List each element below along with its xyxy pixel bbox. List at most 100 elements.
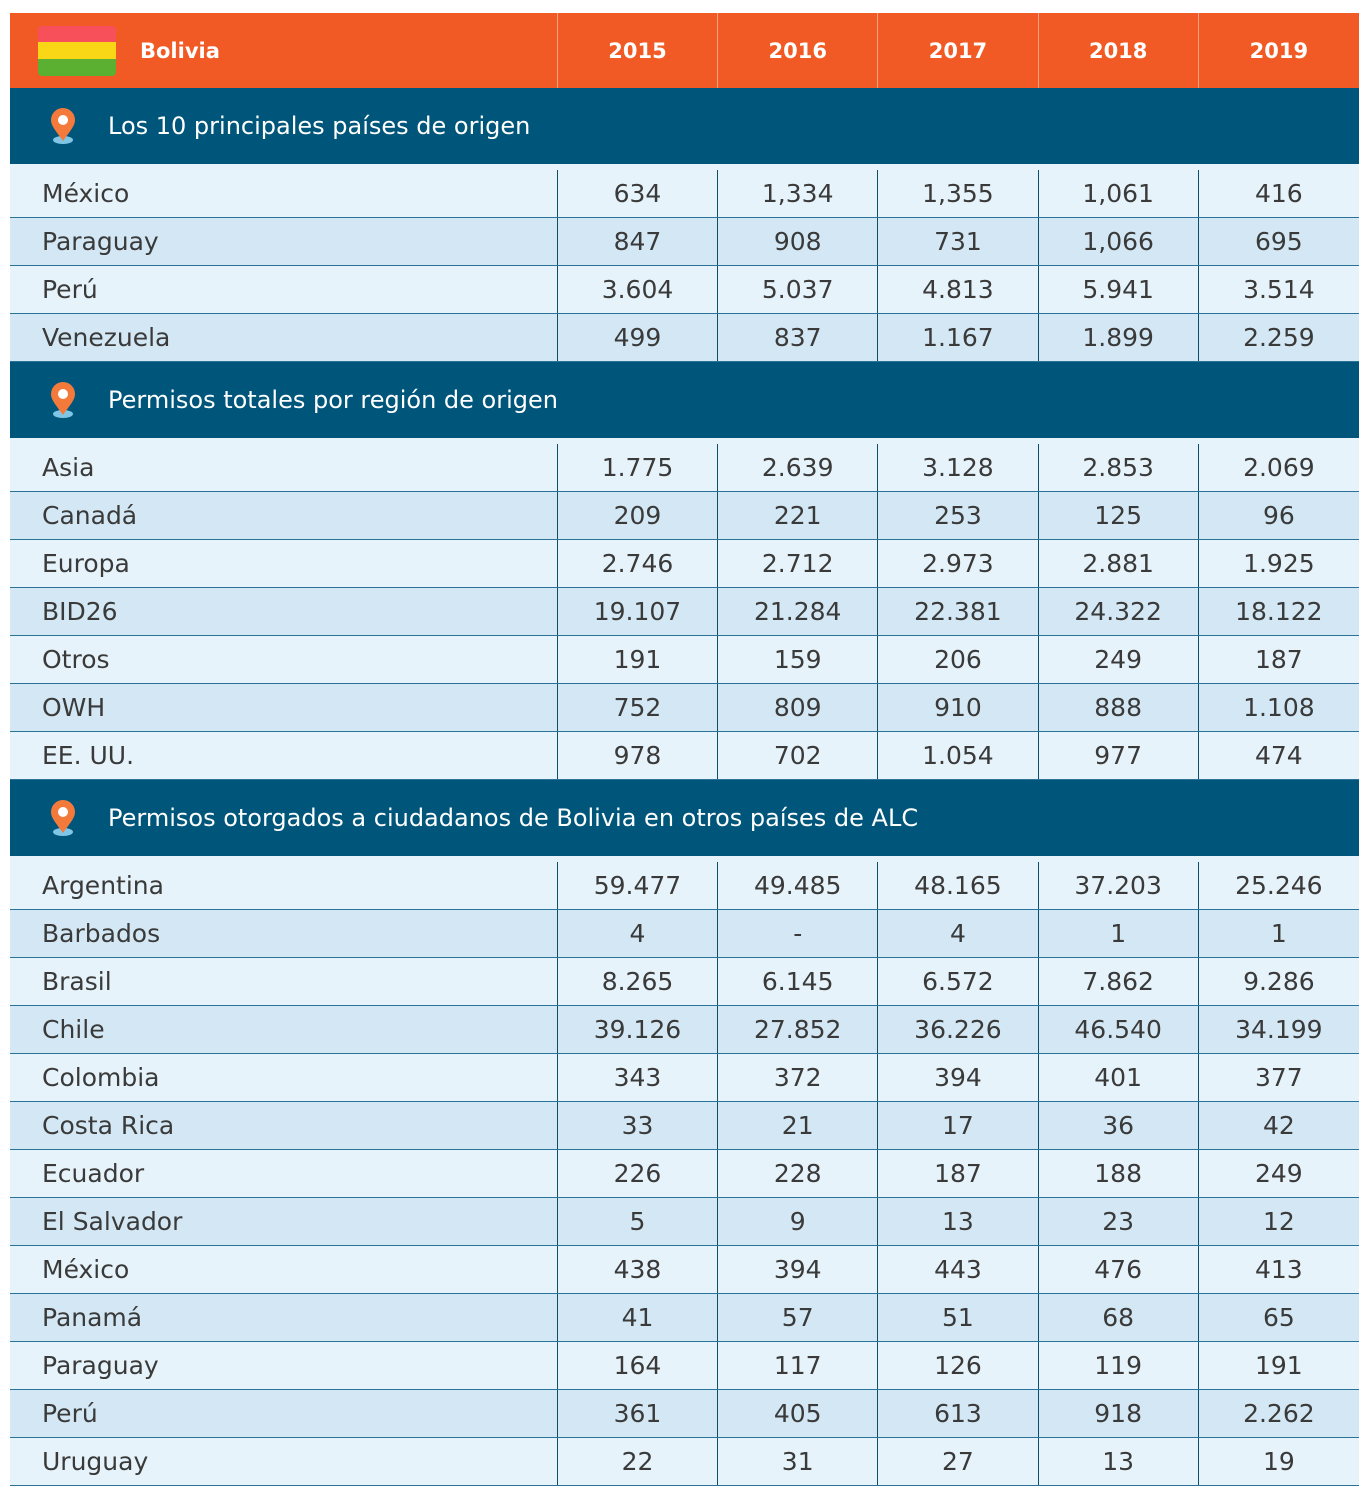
- pin-icon: [51, 800, 75, 836]
- section-title: Permisos otorgados a ciudadanos de Boliv…: [108, 804, 919, 832]
- year-header: 2017: [878, 13, 1039, 88]
- value-cell: 13: [878, 1198, 1039, 1245]
- data-row: OWH 752 809 910 888 1.108: [10, 684, 1359, 732]
- value-cell: 2.973: [878, 540, 1039, 587]
- value-cell: 34.199: [1235, 1015, 1323, 1044]
- data-row: Uruguay 22 31 27 13 19: [10, 1438, 1359, 1486]
- value-cell: 209: [558, 492, 719, 539]
- value-cell: 22.381: [878, 588, 1039, 635]
- data-row: Chile 39.126 27.852 36.226 46.540 34.199: [10, 1006, 1359, 1054]
- value-cell: 476: [1039, 1246, 1199, 1293]
- value-cell: 1,061: [1039, 170, 1199, 217]
- value-cell: 21.284: [718, 588, 879, 635]
- data-row: Venezuela 499 837 1.167 1.899 2.259: [10, 314, 1359, 362]
- flag: [38, 25, 116, 76]
- data-row: Argentina 59.477 49.485 48.165 37.203 25.246: [10, 856, 1359, 910]
- data-row: México 634 1,334 1,355 1,061 416: [10, 164, 1359, 218]
- value-cell: 372: [718, 1054, 879, 1101]
- value-cell: 702: [718, 732, 879, 779]
- row-label: Otros: [10, 636, 558, 683]
- value-cell: 33: [558, 1102, 719, 1149]
- value-cell: 228: [718, 1150, 879, 1197]
- value-cell: 2.259: [1243, 323, 1315, 352]
- row-label: México: [10, 1246, 558, 1293]
- data-row: Canadá 209 221 253 125 96: [10, 492, 1359, 540]
- data-row: Asia 1.775 2.639 3.128 2.853 2.069: [10, 438, 1359, 492]
- value-cell: 4.813: [878, 266, 1039, 313]
- value-cell: 1: [1039, 910, 1199, 957]
- value-cell: 977: [1039, 732, 1199, 779]
- data-row: EE. UU. 978 702 1.054 977 474: [10, 732, 1359, 780]
- value-cell: 752: [558, 684, 719, 731]
- value-cell: 12: [1262, 1207, 1295, 1236]
- year-header: 2015: [558, 13, 719, 88]
- row-label: El Salvador: [10, 1198, 558, 1245]
- year-header: 2016: [718, 13, 879, 88]
- value-cell: 13: [1039, 1438, 1199, 1485]
- flag-stripe: [38, 58, 116, 76]
- value-cell: 57: [718, 1294, 879, 1341]
- header-cell: Bolivia: [10, 13, 558, 88]
- value-cell: 918: [1039, 1390, 1199, 1437]
- value-cell: 1.775: [558, 444, 719, 491]
- value-cell: 41: [558, 1294, 719, 1341]
- value-cell: 908: [718, 218, 879, 265]
- value-cell: 25.246: [1235, 871, 1323, 900]
- value-cell: 31: [718, 1438, 879, 1485]
- value-cell: 9.286: [1243, 967, 1315, 996]
- row-label: Perú: [10, 266, 558, 313]
- value-cell: 187: [878, 1150, 1039, 1197]
- header-row: Bolivia 2015 2016 2017 2018 2019: [10, 13, 1359, 88]
- flag-stripe: [38, 25, 116, 43]
- value-cell: 888: [1039, 684, 1199, 731]
- value-cell: 413: [1255, 1255, 1303, 1284]
- section-title: Los 10 principales países de origen: [108, 112, 531, 140]
- section-title: Permisos totales por región de origen: [108, 386, 558, 414]
- value-cell: 249: [1255, 1159, 1303, 1188]
- value-cell: 377: [1255, 1063, 1303, 1092]
- row-label: Panamá: [10, 1294, 558, 1341]
- value-cell: 837: [718, 314, 879, 361]
- value-cell: 6.572: [878, 958, 1039, 1005]
- value-cell: 188: [1039, 1150, 1199, 1197]
- value-cell: 1,334: [718, 170, 879, 217]
- value-cell: 27.852: [718, 1006, 879, 1053]
- value-cell: -: [718, 910, 879, 957]
- value-cell: 191: [558, 636, 719, 683]
- data-row: Costa Rica 33 21 17 36 42: [10, 1102, 1359, 1150]
- value-cell: 405: [718, 1390, 879, 1437]
- value-cell: 96: [1262, 501, 1295, 530]
- value-cell: 6.145: [718, 958, 879, 1005]
- row-label: Brasil: [10, 958, 558, 1005]
- section-header: Permisos otorgados a ciudadanos de Boliv…: [10, 780, 1359, 856]
- header-title: Bolivia: [140, 38, 220, 63]
- value-cell: 443: [878, 1246, 1039, 1293]
- value-cell: 23: [1039, 1198, 1199, 1245]
- data-row: Europa 2.746 2.712 2.973 2.881 1.925: [10, 540, 1359, 588]
- value-cell: 7.862: [1039, 958, 1199, 1005]
- value-cell: 2.712: [718, 540, 879, 587]
- value-cell: 17: [878, 1102, 1039, 1149]
- value-cell: 5: [558, 1198, 719, 1245]
- value-cell: 1.925: [1243, 549, 1315, 578]
- data-row: El Salvador 5 9 13 23 12: [10, 1198, 1359, 1246]
- row-label: Costa Rica: [10, 1102, 558, 1149]
- data-row: Otros 191 159 206 249 187: [10, 636, 1359, 684]
- data-row: Ecuador 226 228 187 188 249: [10, 1150, 1359, 1198]
- value-cell: 117: [718, 1342, 879, 1389]
- table: Bolivia 2015 2016 2017 2018 2019 Los 10 princi…: [10, 13, 1359, 1486]
- value-cell: 1.054: [878, 732, 1039, 779]
- value-cell: 1.108: [1243, 693, 1315, 722]
- value-cell: 1.167: [878, 314, 1039, 361]
- value-cell: 343: [558, 1054, 719, 1101]
- value-cell: 809: [718, 684, 879, 731]
- data-row: Perú 3.604 5.037 4.813 5.941 3.514: [10, 266, 1359, 314]
- row-label: Chile: [10, 1006, 558, 1053]
- value-cell: 164: [558, 1342, 719, 1389]
- row-label: Ecuador: [10, 1150, 558, 1197]
- row-label: BID26: [10, 588, 558, 635]
- value-cell: 126: [878, 1342, 1039, 1389]
- value-cell: 27: [878, 1438, 1039, 1485]
- value-cell: 125: [1039, 492, 1199, 539]
- data-row: Perú 361 405 613 918 2.262: [10, 1390, 1359, 1438]
